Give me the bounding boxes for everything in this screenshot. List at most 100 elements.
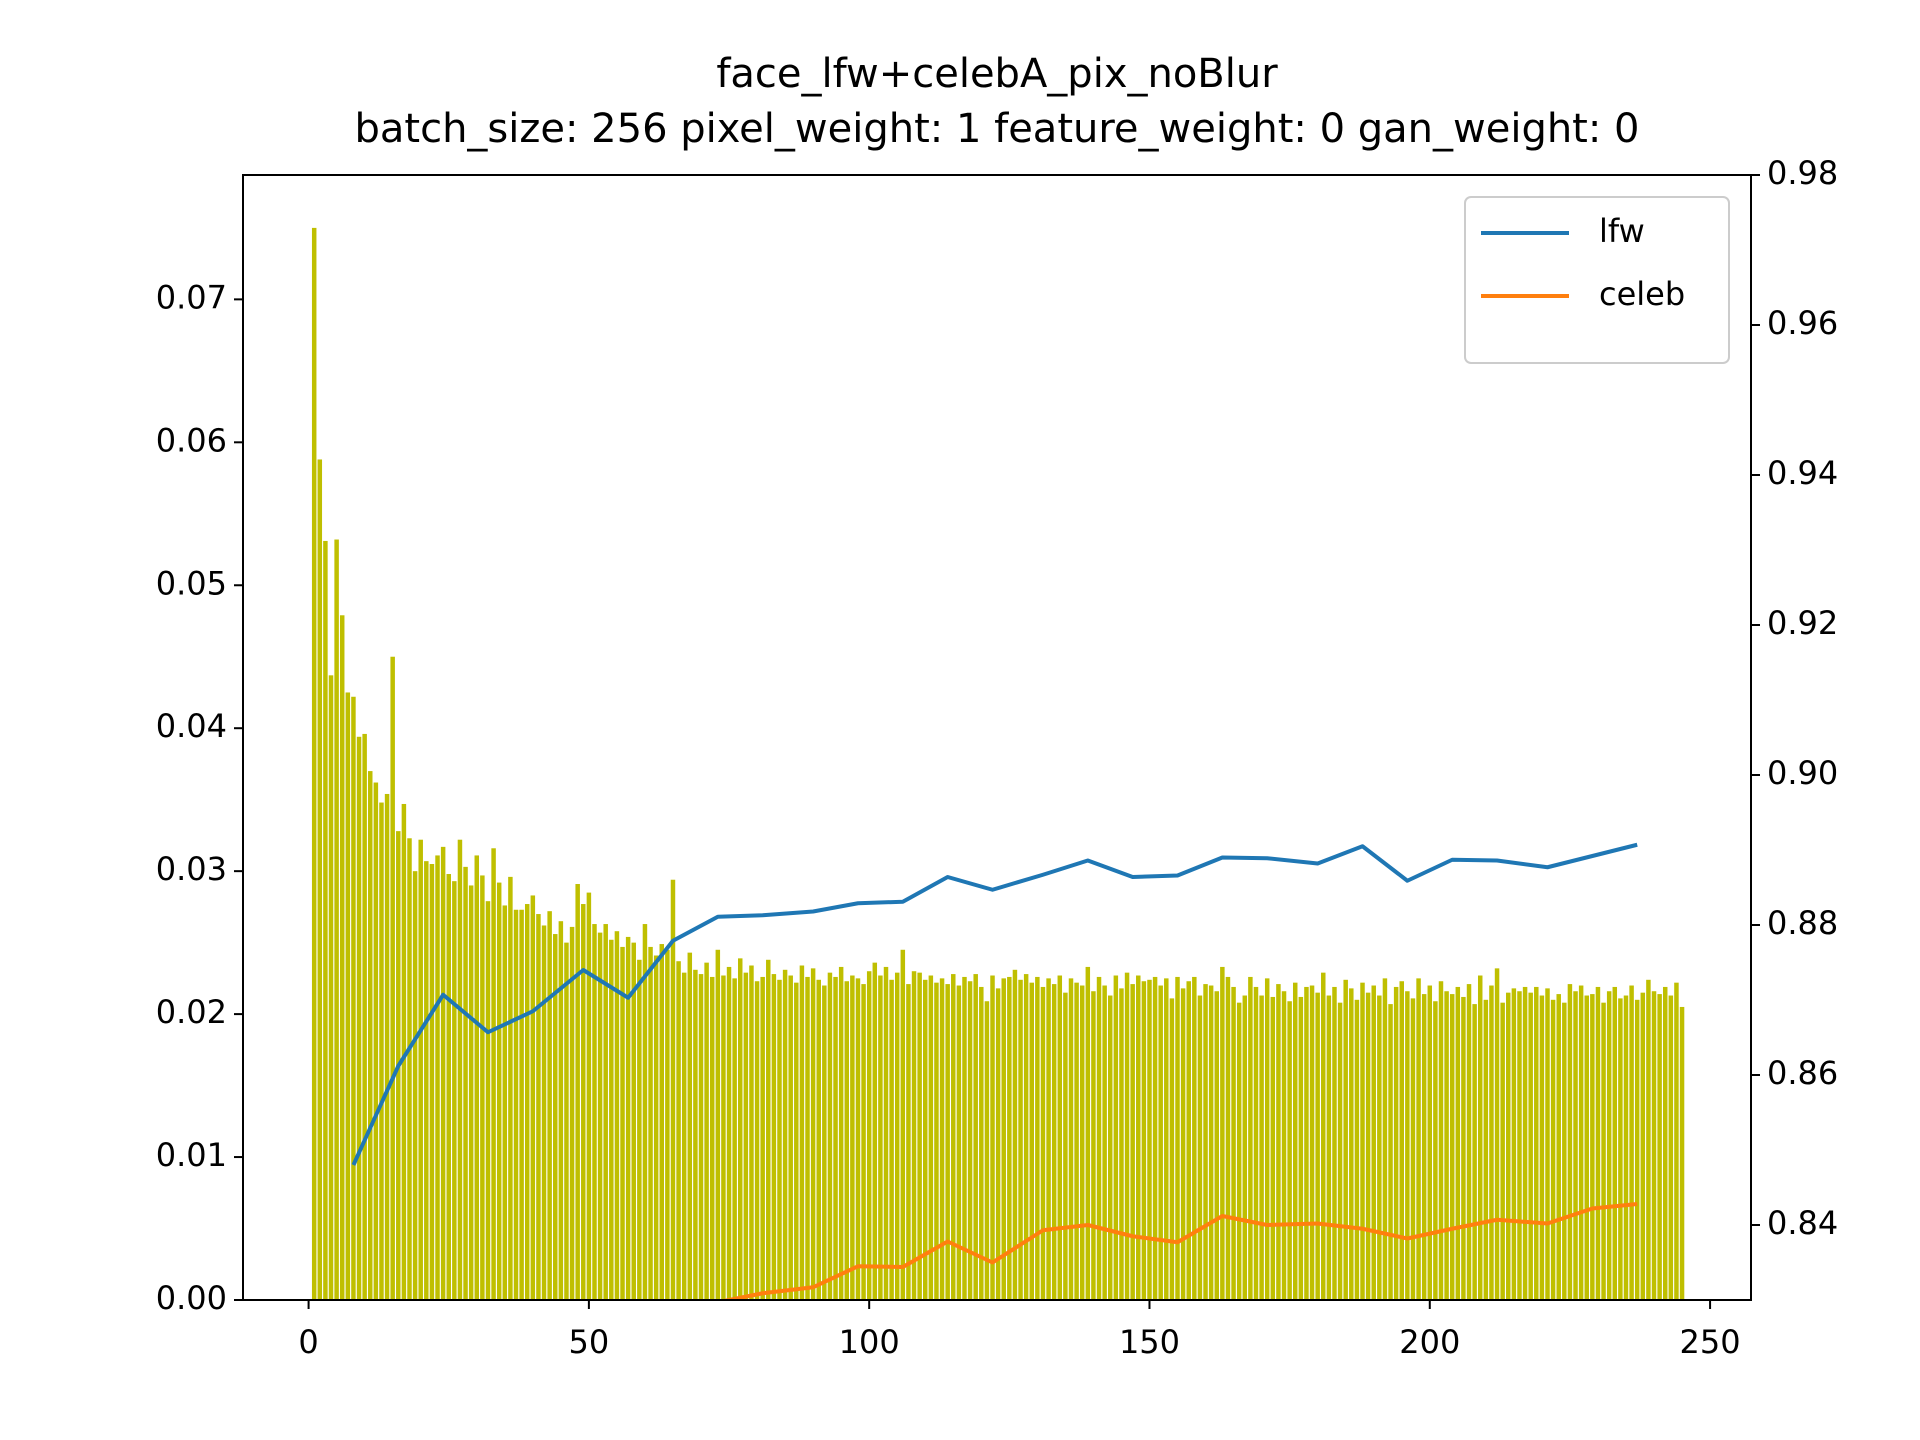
bar	[1130, 984, 1135, 1300]
bar	[760, 976, 765, 1300]
bar	[1321, 972, 1326, 1300]
bar	[1646, 979, 1651, 1300]
bar	[962, 976, 967, 1300]
bar	[939, 978, 945, 1300]
bar	[1606, 991, 1612, 1300]
bar	[1225, 976, 1231, 1300]
bar	[1534, 986, 1539, 1300]
bar	[351, 696, 356, 1300]
y2-tick-label: 0.94	[1767, 454, 1838, 492]
bar	[553, 934, 558, 1300]
bar	[1545, 988, 1550, 1300]
bar	[687, 952, 693, 1300]
bar	[1494, 968, 1500, 1300]
bar	[973, 974, 978, 1300]
bar	[1141, 981, 1147, 1300]
bar	[1640, 992, 1646, 1300]
bar	[508, 876, 513, 1300]
bar	[934, 982, 939, 1300]
bar	[1102, 985, 1107, 1300]
bar	[474, 855, 480, 1300]
bar	[1068, 978, 1074, 1300]
x-tick-label: 200	[1399, 1323, 1460, 1361]
bar	[1556, 994, 1561, 1300]
bar	[603, 924, 608, 1300]
bar	[1091, 991, 1096, 1300]
bar	[457, 839, 463, 1300]
bar	[866, 971, 872, 1300]
bar	[1236, 1002, 1242, 1300]
bar	[1522, 986, 1528, 1300]
bar	[1023, 974, 1029, 1300]
bar	[743, 972, 749, 1300]
bar	[1410, 998, 1416, 1300]
bar	[732, 978, 737, 1300]
bar	[311, 227, 317, 1300]
bar	[967, 981, 973, 1300]
bar	[1337, 1002, 1343, 1300]
bar	[625, 936, 631, 1300]
bar	[1584, 995, 1589, 1300]
bar	[1662, 986, 1668, 1300]
bar	[418, 839, 423, 1300]
bar	[1657, 994, 1662, 1300]
bar	[872, 962, 878, 1300]
y-tick-label: 0.03	[156, 850, 227, 888]
bar	[1623, 995, 1629, 1300]
bar	[995, 988, 1001, 1300]
bar	[861, 984, 866, 1300]
bar	[698, 974, 704, 1300]
bar	[799, 965, 805, 1300]
bar	[648, 946, 653, 1300]
bar	[1158, 985, 1163, 1300]
bar	[1477, 975, 1483, 1300]
bar	[1506, 992, 1511, 1300]
bar	[805, 976, 810, 1300]
bar	[1668, 995, 1674, 1300]
bar	[581, 904, 586, 1300]
bar	[547, 911, 552, 1300]
bar	[368, 771, 373, 1300]
bar	[816, 979, 821, 1300]
bar	[1214, 991, 1219, 1300]
y2-tick-label: 0.88	[1767, 904, 1838, 942]
bar	[900, 949, 906, 1300]
x-tick-label: 150	[1119, 1323, 1180, 1361]
bar	[1186, 981, 1191, 1300]
bar	[429, 864, 435, 1300]
bar	[1096, 976, 1102, 1300]
bar	[1107, 995, 1113, 1300]
bar	[704, 962, 709, 1300]
bar	[463, 866, 468, 1300]
bar	[424, 861, 429, 1300]
y-tick-label: 0.05	[156, 564, 227, 602]
bar	[384, 793, 390, 1300]
bar	[1242, 995, 1248, 1300]
bar	[1264, 978, 1270, 1300]
bar	[452, 881, 457, 1300]
bar	[878, 975, 883, 1300]
bar	[782, 969, 788, 1300]
bar	[345, 692, 351, 1300]
bar	[777, 979, 782, 1300]
bar	[844, 981, 850, 1300]
bar	[1124, 972, 1130, 1300]
bar	[883, 966, 889, 1300]
bar	[1231, 986, 1236, 1300]
bar	[1399, 981, 1404, 1300]
x-tick-label: 50	[569, 1323, 610, 1361]
y-tick-label: 0.01	[156, 1136, 227, 1174]
bar	[620, 946, 625, 1300]
axes: 0 50 100 150 200 250 0.00 0.01 0.02 0.03 0.04 0.05 0…	[156, 154, 1839, 1361]
plot-frame	[242, 174, 1752, 1301]
bar	[530, 895, 536, 1300]
bar	[1164, 978, 1169, 1300]
bar	[524, 904, 530, 1300]
bar	[390, 656, 395, 1300]
bar	[407, 838, 412, 1300]
bar	[827, 972, 833, 1300]
bar	[1528, 992, 1533, 1300]
bar	[597, 932, 603, 1300]
bar	[906, 984, 911, 1300]
